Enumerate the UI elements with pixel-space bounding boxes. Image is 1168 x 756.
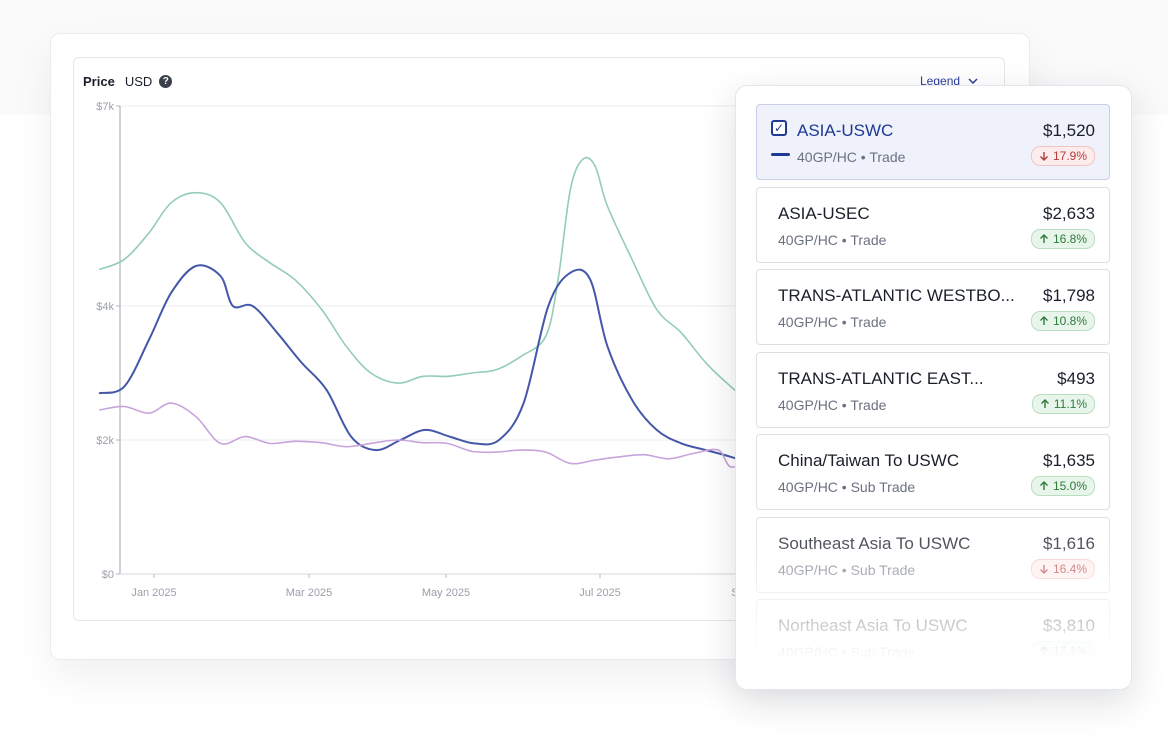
arrow-up-icon [1039, 316, 1048, 325]
arrow-up-icon [1039, 481, 1048, 490]
legend-button[interactable]: Legend [920, 74, 978, 88]
legend-item-name: China/Taiwan To USWC [778, 451, 960, 470]
legend-item-name: Southeast Asia To USWC [778, 533, 971, 553]
legend-item-name: Northeast Asia To USWC [778, 616, 968, 635]
change-value: 11.1% [1053, 396, 1087, 411]
legend-panel: ✓ ASIA-USWC $1,520 40GP/HC • Trade 17.9% ASI… [735, 85, 1132, 690]
change-value: 15.0% [1052, 479, 1087, 493]
legend-list: ✓ ASIA-USWC $1,520 40GP/HC • Trade 17.9% ASI… [756, 104, 1112, 659]
legend-item-sub: 40GP/HC • Sub Trade [778, 644, 916, 659]
series-swatch [771, 153, 790, 156]
change-badge: 11.1% [1031, 393, 1095, 414]
legend-item-name: TRANS-ATLANTIC WESTBO... [778, 286, 1015, 305]
series-line-2[interactable] [98, 264, 752, 465]
legend-item-price: $493 [1057, 368, 1095, 388]
legend-item-price: $1,635 [1043, 451, 1095, 470]
price-label: Price [83, 74, 115, 89]
legend-item-price: $1,616 [1043, 533, 1095, 553]
currency-selector[interactable]: USD [124, 74, 153, 89]
arrow-down-icon [1039, 152, 1048, 161]
legend-item[interactable]: ✓ ASIA-USWC $1,520 40GP/HC • Trade 17.9% [756, 104, 1110, 180]
legend-item[interactable]: TRANS-ATLANTIC WESTBO... $1,798 40GP/HC • … [756, 269, 1110, 345]
change-badge: 16.4% [1030, 558, 1095, 579]
change-badge: 16.8% [1030, 228, 1095, 249]
x-tick-label: May 2025 [422, 587, 470, 599]
x-tick-label: Mar 2025 [286, 587, 332, 599]
chart-header: Price USD ? [83, 74, 173, 89]
legend-item-sub: 40GP/HC • Sub Trade [778, 561, 916, 578]
y-tick-label: $4k [96, 301, 114, 313]
arrow-up-icon [1039, 233, 1048, 243]
legend-item-sub: 40GP/HC • Trade [778, 314, 887, 330]
legend-item-price: $3,810 [1043, 616, 1095, 635]
arrow-down-icon [1039, 564, 1048, 574]
legend-item-name: ASIA-USEC [778, 203, 870, 223]
series-line-1[interactable] [99, 156, 752, 404]
arrow-up-icon [1039, 646, 1048, 655]
check-icon[interactable]: ✓ [771, 120, 787, 136]
x-tick-label: Jul 2025 [579, 587, 621, 599]
change-value: 10.8% [1052, 314, 1087, 328]
question-circle-icon[interactable]: ? [159, 75, 173, 88]
change-badge: 17.9% [1030, 146, 1095, 166]
legend-item[interactable]: China/Taiwan To USWC $1,635 40GP/HC • Sub … [756, 434, 1110, 510]
y-tick-label: $0 [102, 569, 114, 581]
legend-item-price: $1,520 [1043, 121, 1095, 140]
legend-item-price: $1,798 [1043, 286, 1095, 305]
change-value: 17.1% [1052, 644, 1087, 658]
change-badge: 10.8% [1030, 311, 1095, 331]
arrow-up-icon [1040, 398, 1049, 408]
legend-item-sub: 40GP/HC • Sub Trade [778, 479, 916, 495]
chevron-down-icon [968, 78, 978, 84]
legend-item-sub: 40GP/HC • Trade [778, 231, 887, 248]
change-badge: 17.1% [1030, 641, 1095, 659]
legend-item[interactable]: Southeast Asia To USWC $1,616 40GP/HC • Su… [756, 516, 1110, 593]
legend-item-sub: 40GP/HC • Trade [797, 149, 906, 165]
change-badge: 15.0% [1030, 476, 1095, 496]
y-tick-label: $2k [96, 435, 114, 447]
change-value: 16.8% [1052, 231, 1087, 246]
change-value: 16.4% [1052, 561, 1087, 576]
series-line-3[interactable] [99, 402, 752, 468]
x-tick-label: Jan 2025 [131, 587, 176, 599]
legend-item-price: $2,633 [1043, 203, 1095, 223]
legend-item-name: ASIA-USWC [797, 121, 894, 140]
legend-item-sub: 40GP/HC • Trade [778, 396, 887, 413]
legend-label: Legend [920, 74, 961, 88]
legend-item[interactable]: ASIA-USEC $2,633 40GP/HC • Trade 16.8% [756, 186, 1110, 263]
change-value: 17.9% [1052, 149, 1087, 163]
y-tick-label: $7k [96, 101, 114, 113]
legend-item[interactable]: TRANS-ATLANTIC EAST... $493 40GP/HC • Trad… [756, 351, 1110, 428]
legend-item-name: TRANS-ATLANTIC EAST... [778, 368, 984, 388]
legend-item[interactable]: Northeast Asia To USWC $3,810 40GP/HC • Su… [756, 599, 1110, 659]
